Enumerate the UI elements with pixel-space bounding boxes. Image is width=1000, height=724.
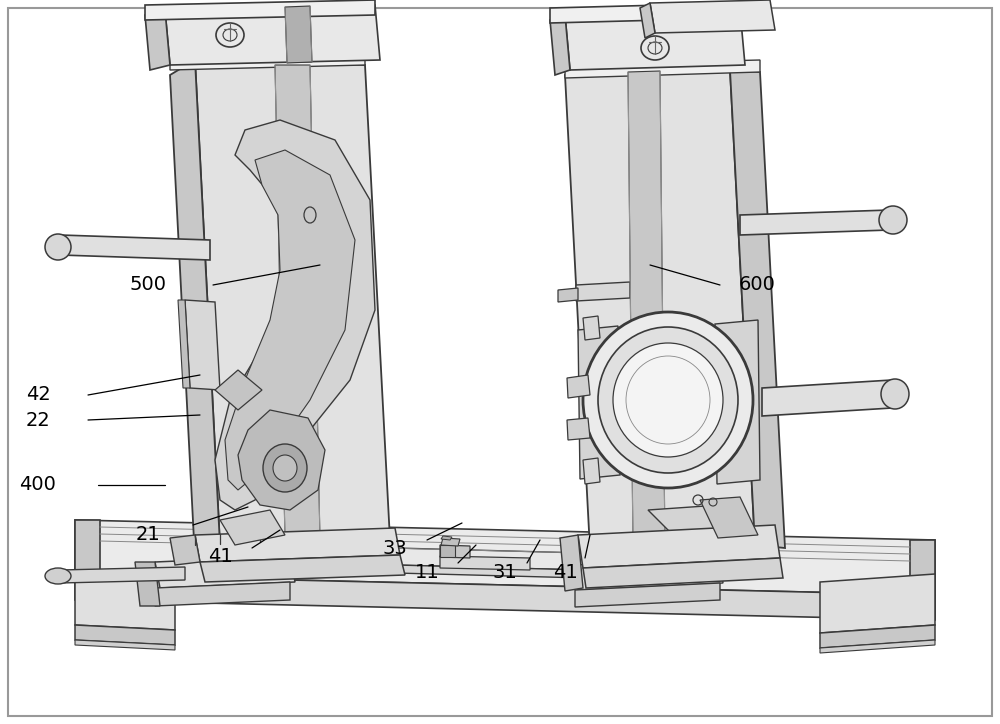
Polygon shape bbox=[583, 316, 600, 340]
Polygon shape bbox=[565, 10, 745, 70]
Polygon shape bbox=[75, 575, 175, 630]
Polygon shape bbox=[320, 563, 660, 580]
Polygon shape bbox=[225, 150, 355, 490]
Polygon shape bbox=[200, 555, 405, 582]
Polygon shape bbox=[648, 505, 755, 545]
Text: 31: 31 bbox=[493, 563, 517, 583]
Polygon shape bbox=[441, 536, 452, 540]
Polygon shape bbox=[60, 567, 185, 583]
Polygon shape bbox=[762, 380, 892, 416]
Polygon shape bbox=[60, 235, 210, 260]
Polygon shape bbox=[75, 640, 175, 650]
Polygon shape bbox=[650, 0, 775, 33]
Polygon shape bbox=[740, 210, 890, 235]
Polygon shape bbox=[135, 562, 160, 606]
Text: 33: 33 bbox=[383, 539, 407, 557]
Polygon shape bbox=[575, 558, 723, 590]
Polygon shape bbox=[440, 545, 455, 557]
Text: 21: 21 bbox=[136, 526, 160, 544]
Ellipse shape bbox=[45, 568, 71, 584]
Polygon shape bbox=[155, 556, 295, 588]
Polygon shape bbox=[320, 546, 660, 572]
Text: 600: 600 bbox=[739, 276, 775, 295]
Polygon shape bbox=[441, 538, 460, 546]
Polygon shape bbox=[75, 520, 935, 595]
Polygon shape bbox=[550, 3, 740, 23]
Polygon shape bbox=[285, 6, 312, 63]
Polygon shape bbox=[567, 418, 590, 440]
Ellipse shape bbox=[879, 206, 907, 234]
Ellipse shape bbox=[881, 379, 909, 409]
Polygon shape bbox=[215, 370, 262, 410]
Polygon shape bbox=[170, 60, 220, 560]
Ellipse shape bbox=[45, 234, 71, 260]
Polygon shape bbox=[820, 625, 935, 648]
Text: 500: 500 bbox=[130, 276, 166, 295]
Polygon shape bbox=[145, 10, 170, 70]
Text: 42: 42 bbox=[26, 385, 50, 405]
Polygon shape bbox=[565, 60, 760, 78]
Polygon shape bbox=[560, 535, 583, 591]
Polygon shape bbox=[440, 545, 470, 558]
Ellipse shape bbox=[273, 455, 297, 481]
Polygon shape bbox=[75, 625, 175, 645]
Polygon shape bbox=[628, 71, 665, 549]
Polygon shape bbox=[578, 326, 620, 479]
Polygon shape bbox=[715, 320, 760, 484]
Polygon shape bbox=[576, 282, 630, 301]
Polygon shape bbox=[575, 583, 720, 607]
Polygon shape bbox=[275, 65, 320, 540]
Polygon shape bbox=[170, 55, 365, 70]
Text: 41: 41 bbox=[208, 547, 232, 566]
Polygon shape bbox=[170, 535, 200, 565]
Polygon shape bbox=[730, 70, 785, 548]
Polygon shape bbox=[75, 520, 100, 600]
Polygon shape bbox=[550, 15, 570, 75]
Polygon shape bbox=[440, 556, 530, 570]
Polygon shape bbox=[145, 0, 375, 20]
Text: 11: 11 bbox=[415, 563, 439, 583]
Polygon shape bbox=[700, 497, 758, 538]
Ellipse shape bbox=[598, 327, 738, 473]
Polygon shape bbox=[583, 458, 600, 484]
Text: 400: 400 bbox=[20, 476, 56, 494]
Polygon shape bbox=[578, 525, 780, 568]
Polygon shape bbox=[220, 510, 285, 545]
Text: 41: 41 bbox=[553, 563, 577, 583]
Ellipse shape bbox=[263, 444, 307, 492]
Polygon shape bbox=[215, 120, 375, 510]
Polygon shape bbox=[165, 5, 380, 65]
Ellipse shape bbox=[613, 343, 723, 457]
Polygon shape bbox=[75, 575, 935, 620]
Polygon shape bbox=[155, 582, 290, 606]
Polygon shape bbox=[238, 410, 325, 510]
Polygon shape bbox=[195, 60, 390, 545]
Polygon shape bbox=[910, 540, 935, 620]
Polygon shape bbox=[583, 558, 783, 588]
Polygon shape bbox=[185, 300, 220, 390]
Ellipse shape bbox=[583, 312, 753, 488]
Polygon shape bbox=[195, 528, 400, 562]
Polygon shape bbox=[178, 300, 190, 388]
Polygon shape bbox=[565, 70, 755, 550]
Text: 22: 22 bbox=[26, 411, 50, 429]
Polygon shape bbox=[640, 3, 655, 38]
Polygon shape bbox=[558, 288, 578, 302]
Polygon shape bbox=[820, 574, 935, 633]
Polygon shape bbox=[820, 640, 935, 653]
Polygon shape bbox=[567, 375, 590, 398]
